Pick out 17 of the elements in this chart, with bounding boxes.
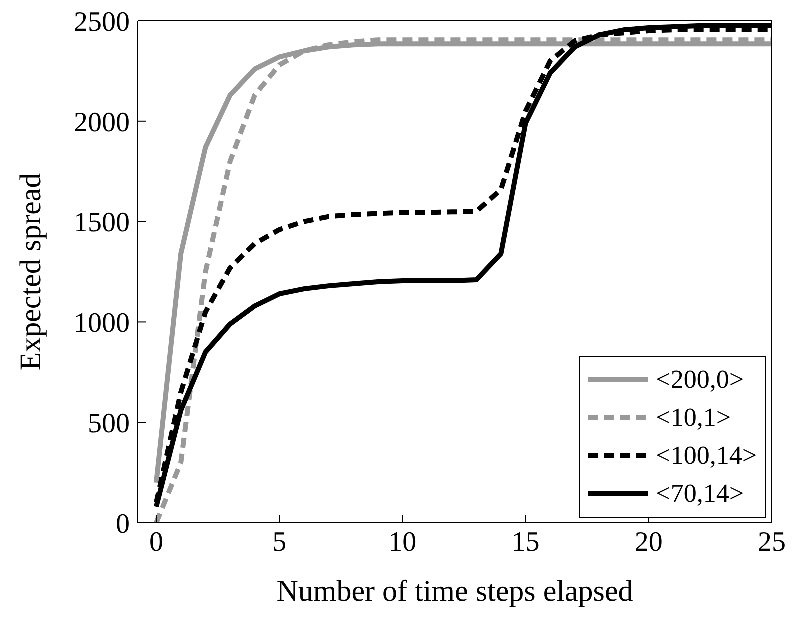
x-tick-label: 25 — [758, 526, 786, 558]
x-tick-label: 0 — [149, 526, 164, 558]
x-axis-title: Number of time steps elapsed — [276, 575, 634, 608]
x-tick-label: 5 — [272, 526, 287, 558]
legend-label: <70,14> — [656, 479, 744, 509]
y-tick-label: 500 — [88, 408, 130, 440]
y-axis-title: Expected spread — [14, 173, 48, 371]
y-tick-label: 1000 — [74, 308, 130, 340]
x-tick-label: 10 — [388, 526, 417, 558]
y-tick-label: 2500 — [74, 6, 130, 38]
legend-label: <200,0> — [656, 365, 744, 395]
x-tick-label: 20 — [634, 526, 663, 558]
legend-label: <10,1> — [656, 403, 731, 433]
x-tick-label: 15 — [512, 526, 540, 558]
legend-label: <100,14> — [656, 441, 757, 471]
y-tick-label: 2000 — [74, 107, 130, 138]
y-tick-label: 1500 — [74, 208, 130, 239]
